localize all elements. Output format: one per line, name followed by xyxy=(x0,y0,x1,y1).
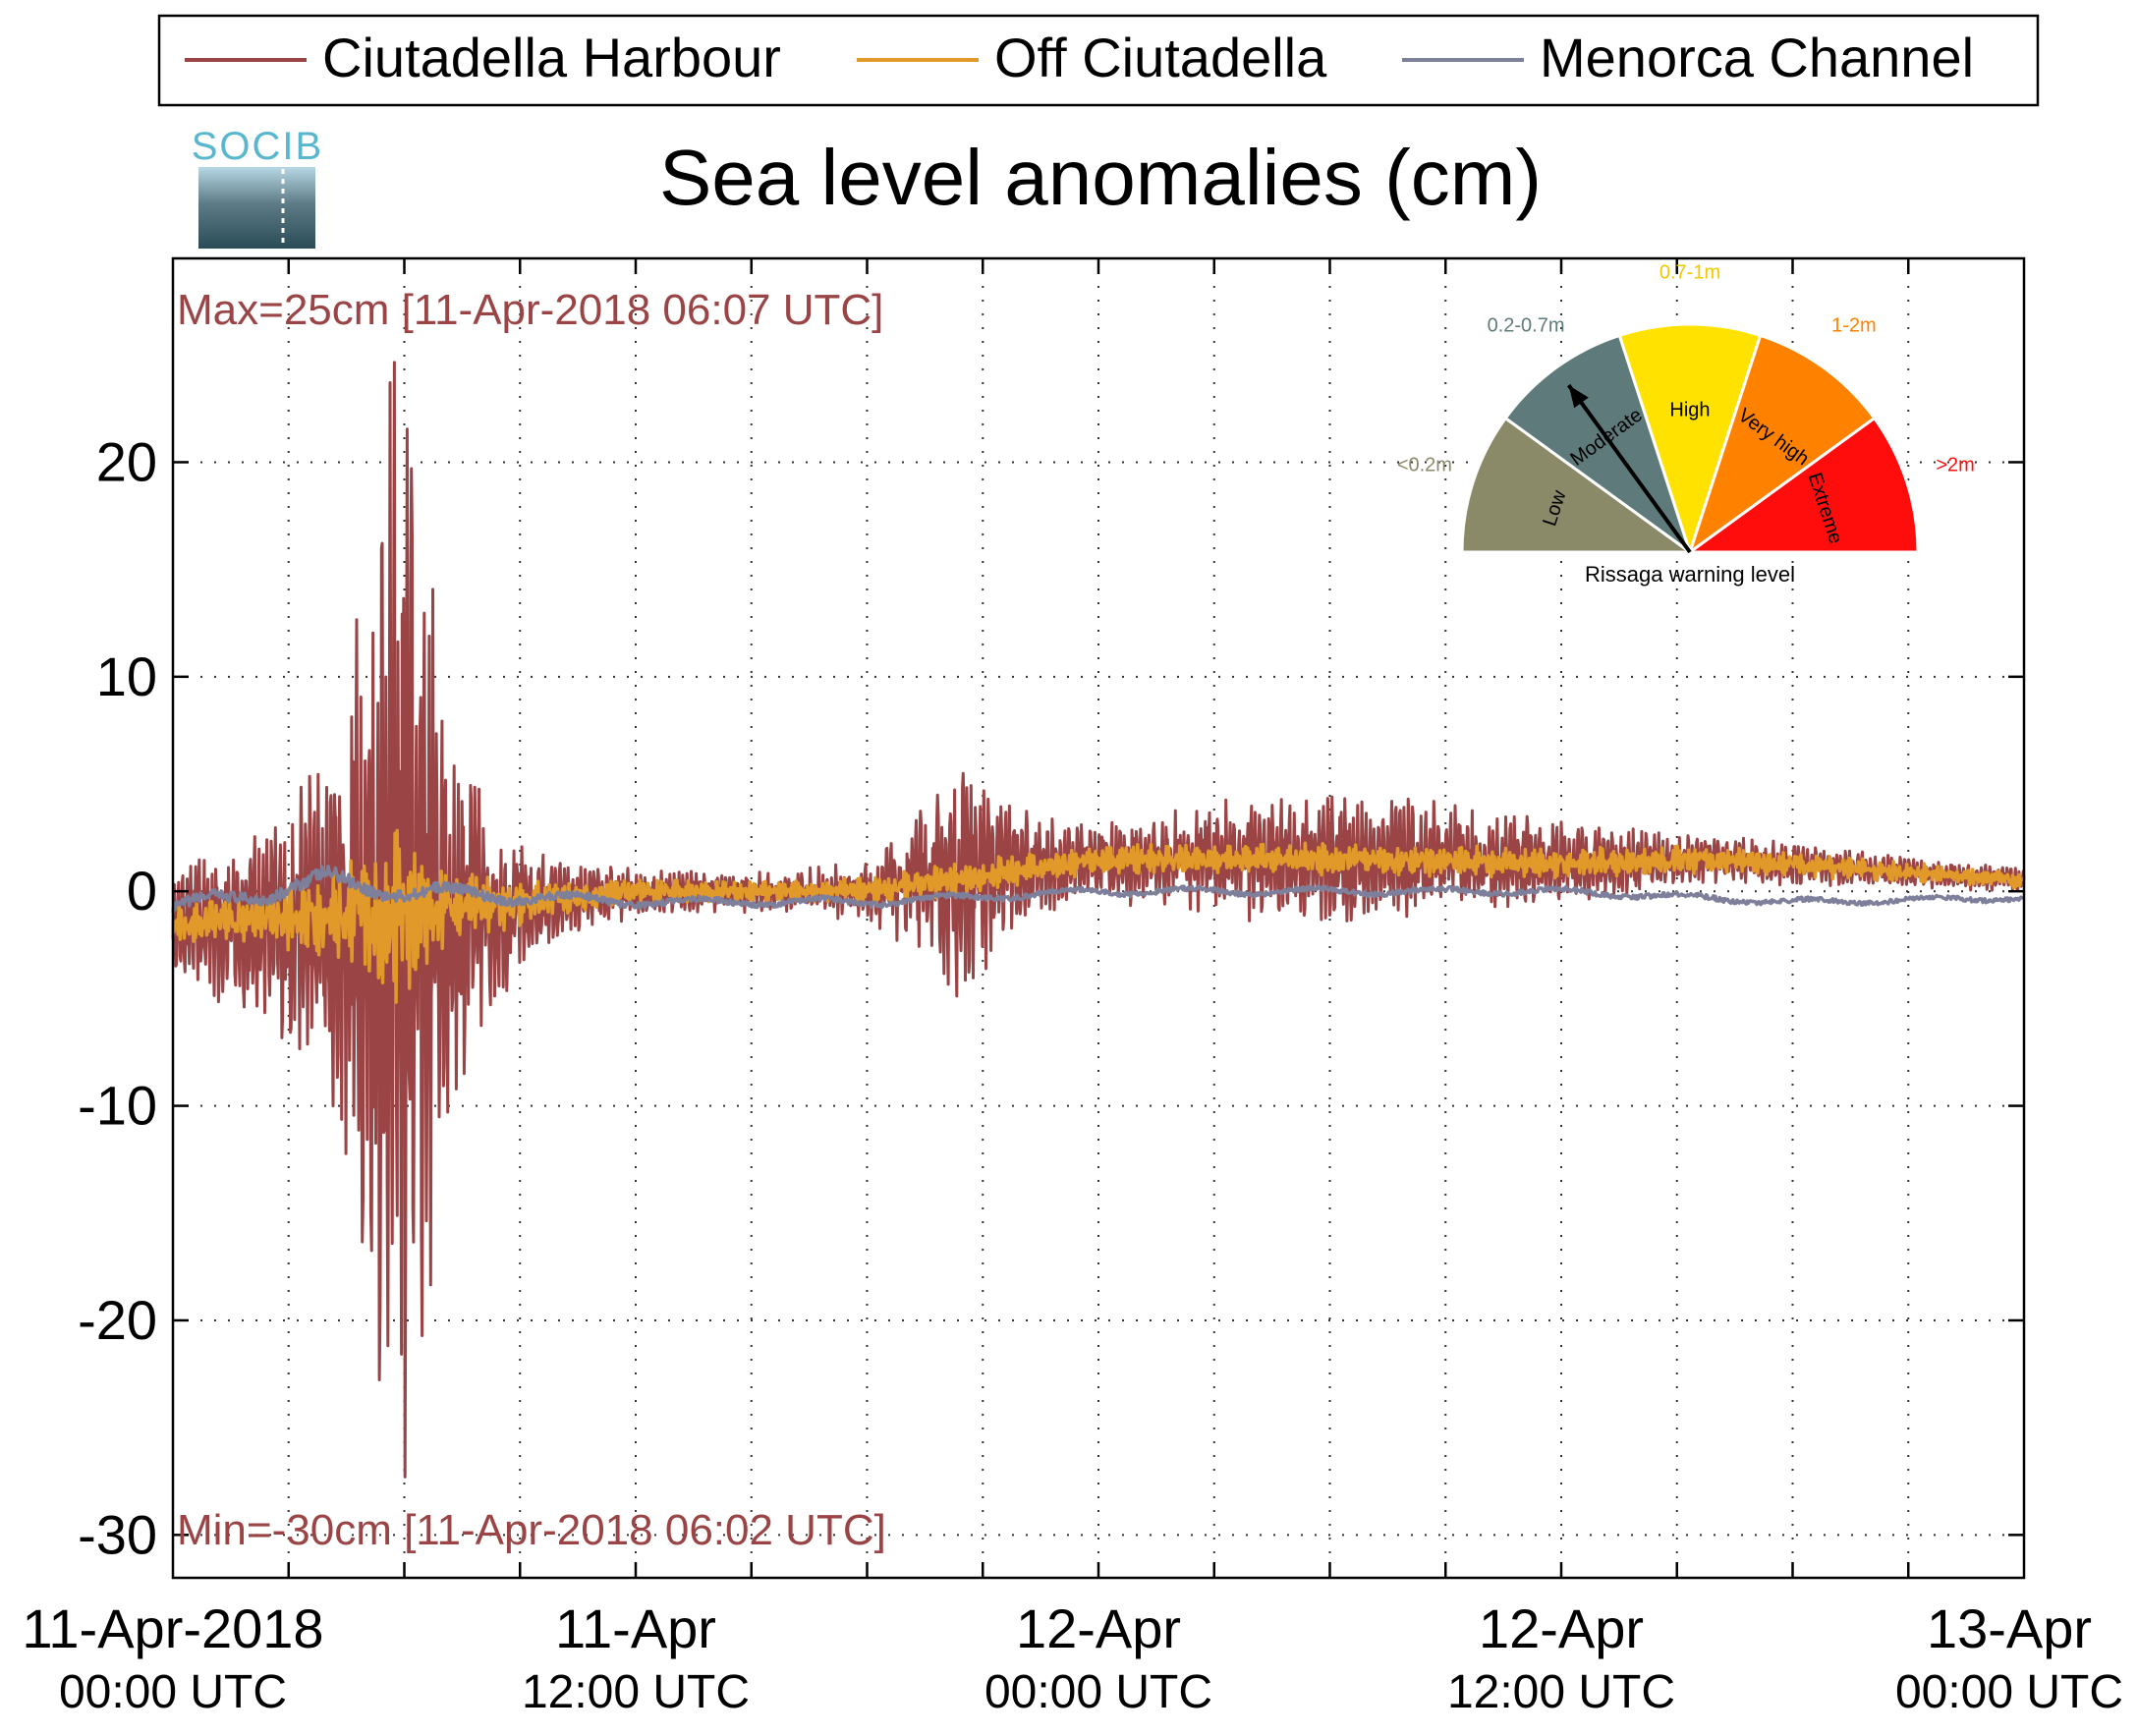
axis-ticks xyxy=(173,258,2024,1578)
gauge-range-3: 1-2m xyxy=(1831,315,1877,337)
x-tick-label: 12-Apr xyxy=(1016,1597,1181,1659)
y-tick-label: -30 xyxy=(78,1503,157,1565)
legend-label-2: Menorca Channel xyxy=(1540,27,1974,88)
series-line-2 xyxy=(171,864,2025,914)
y-tick-label: 0 xyxy=(127,860,157,922)
y-axis: -30 -20 -10 0 10 20 xyxy=(78,430,157,1565)
x-tick-sublabel: 12:00 UTC xyxy=(522,1666,750,1718)
logo-text: SOCIB xyxy=(192,125,323,168)
gauge-range-0: <0.2m xyxy=(1397,455,1452,476)
gauge-segment-0 xyxy=(1460,416,1695,554)
series-line-0 xyxy=(171,361,2026,1479)
logo-waves xyxy=(198,167,315,249)
socib-logo: SOCIB xyxy=(192,125,323,249)
x-tick-sublabel: 00:00 UTC xyxy=(1895,1666,2123,1718)
gauge-segment-1 xyxy=(1503,333,1693,556)
legend: Ciutadella Harbour Off Ciutadella Menorca … xyxy=(157,14,2040,107)
max-annotation: Max=25cm [11-Apr-2018 06:07 UTC] xyxy=(177,286,883,334)
gauge-label-2: High xyxy=(1669,399,1710,420)
legend-label-0: Ciutadella Harbour xyxy=(322,27,781,88)
legend-box xyxy=(157,14,2040,107)
x-tick-label: 12-Apr xyxy=(1479,1597,1644,1659)
gauge-segment-3 xyxy=(1687,333,1877,556)
series-line-1 xyxy=(171,828,2025,1004)
chart-title: Sea level anomalies (cm) xyxy=(659,134,1542,221)
x-tick-sublabel: 00:00 UTC xyxy=(59,1666,287,1718)
x-tick-label: 11-Apr-2018 xyxy=(22,1597,323,1659)
x-tick-sublabel: 12:00 UTC xyxy=(1447,1666,1675,1718)
x-tick-label: 11-Apr xyxy=(555,1597,716,1659)
legend-label-1: Off Ciutadella xyxy=(994,27,1327,88)
gauge-segment-2 xyxy=(1617,322,1763,557)
gauge-range-4: >2m xyxy=(1936,455,1974,476)
y-tick-label: 20 xyxy=(96,430,157,492)
x-axis: 11-Apr-2018 00:00 UTC 11-Apr 12:00 UTC 12-Ap… xyxy=(22,1597,2123,1718)
gauge-needle xyxy=(1566,383,1692,554)
x-tick-label: 13-Apr xyxy=(1927,1597,2092,1659)
x-tick-sublabel: 00:00 UTC xyxy=(984,1666,1212,1718)
gauge-segment-4 xyxy=(1685,416,1920,554)
gauge-range-2: 0.7-1m xyxy=(1659,261,1720,283)
y-tick-label: -10 xyxy=(78,1075,157,1137)
gauge-range-1: 0.2-0.7m xyxy=(1488,315,1565,337)
y-tick-label: -20 xyxy=(78,1289,157,1351)
min-annotation: Min=-30cm [11-Apr-2018 06:02 UTC] xyxy=(177,1506,886,1554)
series-layer xyxy=(171,361,2026,1479)
y-tick-label: 10 xyxy=(96,645,157,707)
gauge-caption: Rissaga warning level xyxy=(1585,562,1795,587)
gauge-needle-arrow xyxy=(1568,385,1589,409)
